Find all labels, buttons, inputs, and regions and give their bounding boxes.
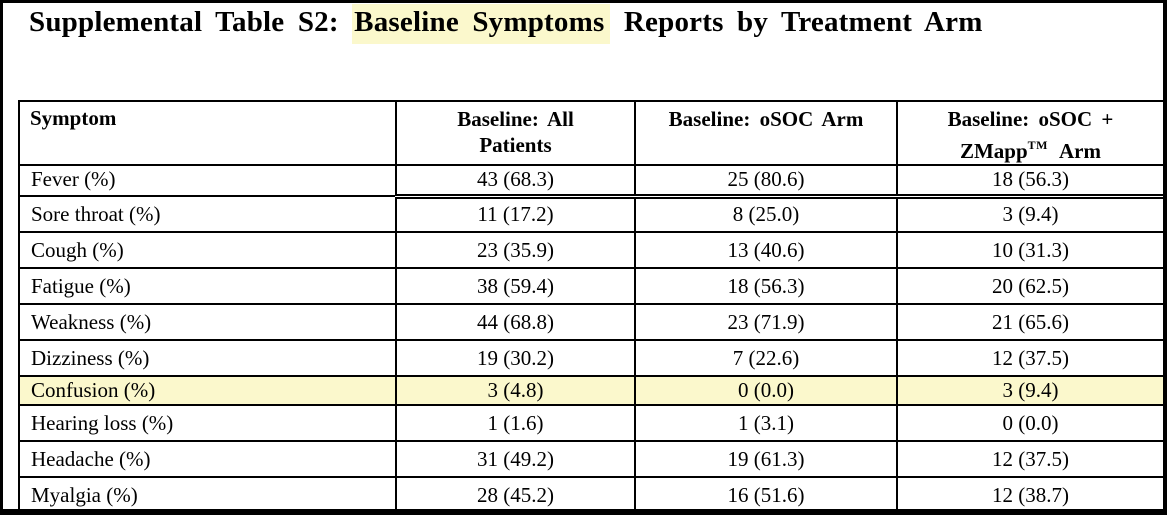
all-patients-cell: 44 (68.8) (395, 303, 636, 341)
header-all-line2: Patients (479, 133, 552, 157)
osoc-arm-cell: 13 (40.6) (634, 231, 898, 269)
header-zmapp-line2: ZMappTM Arm (899, 132, 1162, 163)
osoc-arm-cell: 19 (61.3) (634, 440, 898, 478)
symptom-cell: Sore throat (%) (18, 195, 397, 233)
osoc-arm-cell: 8 (25.0) (634, 195, 898, 233)
all-patients-cell: 3 (4.8) (395, 375, 636, 406)
osoc-arm-cell: 7 (22.6) (634, 339, 898, 377)
title-suffix: Reports by Treatment Arm (610, 6, 983, 38)
table-row: Myalgia (%) 28 (45.2) 16 (51.6) 12 (38.7) (18, 476, 1163, 509)
osoc-arm-cell: 16 (51.6) (634, 476, 898, 509)
osoc-arm-cell: 18 (56.3) (634, 267, 898, 305)
all-patients-cell: 19 (30.2) (395, 339, 636, 377)
header-symptom: Symptom (18, 100, 397, 166)
zmapp-arm-cell: 12 (37.5) (896, 440, 1163, 478)
header-all-patients: Baseline: All Patients (395, 100, 636, 166)
zmapp-arm-word: Arm (1059, 139, 1101, 163)
all-patients-cell: 11 (17.2) (395, 195, 636, 233)
table-body: Fever (%) 43 (68.3) 25 (80.6) 18 (56.3) Sore… (18, 164, 1163, 509)
symptom-cell: Hearing loss (%) (18, 404, 397, 442)
all-patients-cell: 23 (35.9) (395, 231, 636, 269)
symptom-cell: Cough (%) (18, 231, 397, 269)
zmapp-arm-cell: 12 (38.7) (896, 476, 1163, 509)
table-row: Headache (%) 31 (49.2) 19 (61.3) 12 (37.5) (18, 440, 1163, 478)
zmapp-arm-cell: 0 (0.0) (896, 404, 1163, 442)
zmapp-arm-cell: 3 (9.4) (896, 195, 1163, 233)
osoc-arm-cell: 23 (71.9) (634, 303, 898, 341)
zmapp-arm-cell: 18 (56.3) (896, 164, 1163, 199)
zmapp-arm-cell: 21 (65.6) (896, 303, 1163, 341)
table-row: Fever (%) 43 (68.3) 25 (80.6) 18 (56.3) (18, 164, 1163, 199)
header-row: Symptom Baseline: All Patients Baseline:… (18, 100, 1163, 166)
symptom-cell: Dizziness (%) (18, 339, 397, 377)
zmapp-arm-cell: 12 (37.5) (896, 339, 1163, 377)
zmapp-brand: ZMapp (959, 139, 1028, 163)
table-row: Hearing loss (%) 1 (1.6) 1 (3.1) 0 (0.0) (18, 404, 1163, 442)
symptom-cell: Fever (%) (18, 164, 397, 197)
header-zmapp-arm: Baseline: oSOC + ZMappTM Arm (896, 100, 1163, 166)
symptom-cell: Fatigue (%) (18, 267, 397, 305)
all-patients-cell: 1 (1.6) (395, 404, 636, 442)
header-all-line1: Baseline: All (457, 107, 574, 131)
title-highlight: Baseline Symptoms (352, 4, 611, 44)
table-title: Supplemental Table S2: Baseline Symptoms… (29, 4, 983, 44)
osoc-arm-cell: 1 (3.1) (634, 404, 898, 442)
osoc-arm-cell: 0 (0.0) (634, 375, 898, 406)
table-header: Symptom Baseline: All Patients Baseline:… (18, 100, 1163, 166)
table-row: Sore throat (%) 11 (17.2) 8 (25.0) 3 (9.4) (18, 195, 1163, 233)
symptom-cell: Weakness (%) (18, 303, 397, 341)
all-patients-cell: 38 (59.4) (395, 267, 636, 305)
table-row: Confusion (%) 3 (4.8) 0 (0.0) 3 (9.4) (18, 375, 1163, 406)
zmapp-arm-cell: 3 (9.4) (896, 375, 1163, 406)
zmapp-arm-cell: 20 (62.5) (896, 267, 1163, 305)
osoc-arm-cell: 25 (80.6) (634, 164, 898, 199)
symptom-cell: Myalgia (%) (18, 476, 397, 509)
all-patients-cell: 28 (45.2) (395, 476, 636, 509)
symptom-cell: Headache (%) (18, 440, 397, 478)
table-row: Dizziness (%) 19 (30.2) 7 (22.6) 12 (37.5) (18, 339, 1163, 377)
header-osoc-arm: Baseline: oSOC Arm (634, 100, 898, 166)
symptoms-table: Symptom Baseline: All Patients Baseline:… (18, 100, 1163, 509)
title-prefix: Supplemental Table S2: (29, 6, 353, 38)
table-row: Fatigue (%) 38 (59.4) 18 (56.3) 20 (62.5) (18, 267, 1163, 305)
symptom-cell: Confusion (%) (18, 375, 397, 406)
zmapp-arm-cell: 10 (31.3) (896, 231, 1163, 269)
all-patients-cell: 43 (68.3) (395, 164, 636, 199)
table-row: Weakness (%) 44 (68.8) 23 (71.9) 21 (65.6) (18, 303, 1163, 341)
header-zmapp-line1: Baseline: oSOC + (947, 107, 1114, 131)
all-patients-cell: 31 (49.2) (395, 440, 636, 478)
trademark-superscript: TM (1027, 138, 1049, 152)
header-osoc-label: Baseline: oSOC Arm (668, 107, 864, 131)
table-row: Cough (%) 23 (35.9) 13 (40.6) 10 (31.3) (18, 231, 1163, 269)
